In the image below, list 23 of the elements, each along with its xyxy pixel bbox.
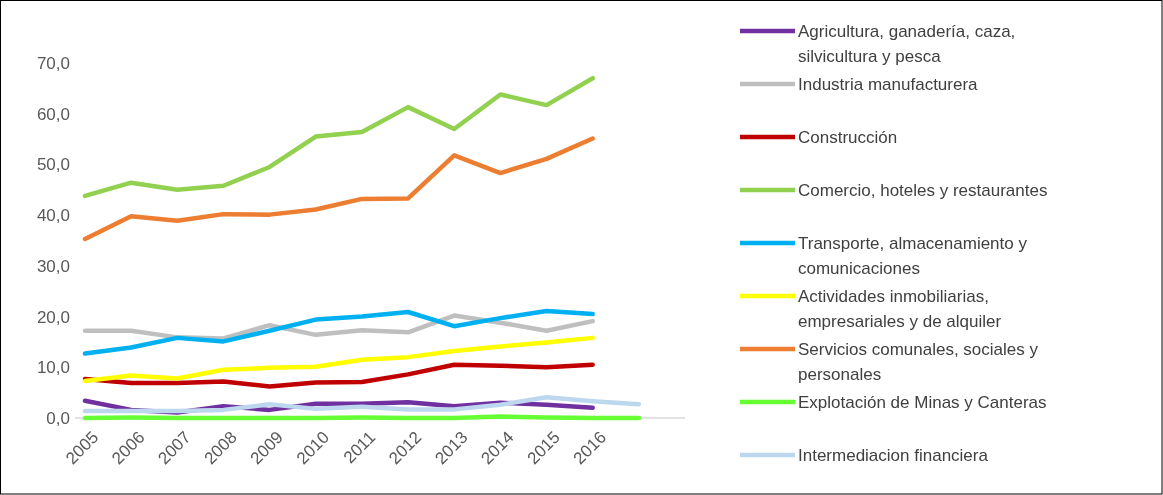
line-series <box>82 75 595 199</box>
y-tick-label: 0,0 <box>46 408 70 428</box>
legend-label: Explotación de Minas y Canteras <box>798 392 1047 412</box>
legend-label: Intermediacion financiera <box>798 445 989 465</box>
legend-label: Actividades inmobiliarias, empresariales y de alquiler <box>798 286 1002 331</box>
line-series <box>82 308 595 356</box>
y-tick-label: 30,0 <box>36 256 70 276</box>
legend-label: Comercio, hoteles y restaurantes <box>798 180 1048 200</box>
line-series <box>82 394 642 414</box>
y-tick-label: 50,0 <box>36 155 70 175</box>
y-tick-label: 10,0 <box>36 358 70 378</box>
legend-label: Industria manufacturera <box>798 74 979 94</box>
y-tick-label: 40,0 <box>36 206 70 226</box>
legend-label: Transporte, almacenamiento y comunicaciones <box>798 233 1028 278</box>
y-tick-label: 20,0 <box>36 307 70 327</box>
line-series <box>82 335 595 384</box>
line-series <box>82 362 595 389</box>
legend-label: Agricultura, ganadería, caza, silvicultura y pesca <box>798 21 1016 66</box>
y-tick-label: 70,0 <box>36 53 70 73</box>
y-tick-label: 60,0 <box>36 104 70 124</box>
line-series <box>82 136 595 242</box>
legend-label: Servicios comunales, sociales y personales <box>798 339 1039 384</box>
legend-label: Construcción <box>798 127 898 147</box>
